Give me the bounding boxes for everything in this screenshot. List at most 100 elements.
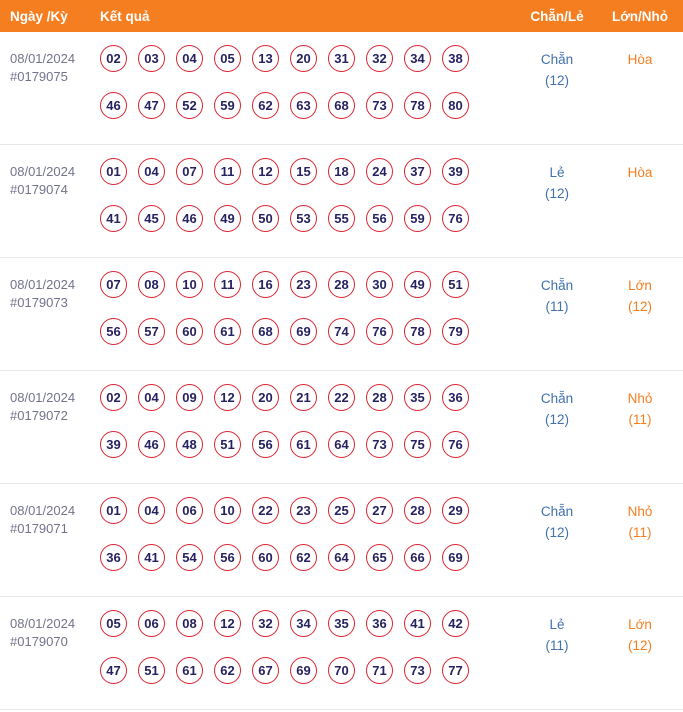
lottery-number-ball: 54 (176, 544, 203, 571)
lottery-number-ball: 46 (176, 205, 203, 232)
lottery-number-ball: 24 (366, 158, 393, 185)
lottery-number-ball: 22 (252, 497, 279, 524)
lottery-number-ball: 31 (328, 45, 355, 72)
date-cell: 08/01/2024 #0179070 (0, 610, 100, 709)
lottery-number-ball: 65 (366, 544, 393, 571)
lottery-number-ball: 10 (176, 271, 203, 298)
result-row: 08/01/2024 #0179070 05 06 08 12 32 34 35 36 41 42 47… (0, 597, 683, 710)
date-cell: 08/01/2024 #0179075 (0, 45, 100, 144)
lottery-number-ball: 23 (290, 497, 317, 524)
numbers-cell: 01 04 06 10 22 23 25 27 28 29 36 41 54 56 60 62 64 65 66 69 (100, 497, 517, 596)
row-date: 08/01/2024 (10, 164, 76, 179)
lottery-number-ball: 34 (404, 45, 431, 72)
lottery-number-ball: 11 (214, 158, 241, 185)
lottery-number-ball: 20 (290, 45, 317, 72)
numbers-cell: 05 06 08 12 32 34 35 36 41 42 47 51 61 62 67 69 70 71 73 77 (100, 610, 517, 709)
lottery-number-ball: 02 (100, 384, 127, 411)
lottery-number-ball: 04 (176, 45, 203, 72)
evenodd-cell: Lẻ (11) (517, 610, 597, 709)
lottery-number-ball: 34 (290, 610, 317, 637)
lottery-number-ball: 21 (290, 384, 317, 411)
numbers-line: 41 45 46 49 50 53 55 56 59 76 (100, 205, 517, 232)
evenodd-count: (11) (545, 299, 569, 314)
numbers-line: 39 46 48 51 56 61 64 73 75 76 (100, 431, 517, 458)
lottery-number-ball: 28 (366, 384, 393, 411)
lottery-number-ball: 78 (404, 318, 431, 345)
lottery-number-ball: 63 (290, 92, 317, 119)
row-date: 08/01/2024 (10, 277, 76, 292)
lottery-number-ball: 46 (100, 92, 127, 119)
numbers-line: 01 04 06 10 22 23 25 27 28 29 (100, 497, 517, 524)
numbers-cell: 07 08 10 11 16 23 28 30 49 51 56 57 60 61 68 69 74 76 78 79 (100, 271, 517, 370)
evenodd-cell: Lẻ (12) (517, 158, 597, 257)
lottery-number-ball: 05 (100, 610, 127, 637)
evenodd-count: (12) (544, 412, 569, 427)
lottery-number-ball: 06 (176, 497, 203, 524)
lottery-number-ball: 04 (138, 497, 165, 524)
evenodd-value: Chẵn (540, 504, 574, 519)
lottery-number-ball: 60 (252, 544, 279, 571)
lottery-number-ball: 32 (252, 610, 279, 637)
evenodd-cell: Chẵn (12) (517, 45, 597, 144)
bigsmall-value: Lớn (628, 278, 652, 293)
lottery-number-ball: 06 (138, 610, 165, 637)
numbers-line: 46 47 52 59 62 63 68 73 78 80 (100, 92, 517, 119)
lottery-number-ball: 37 (404, 158, 431, 185)
lottery-number-ball: 76 (442, 431, 469, 458)
lottery-number-ball: 01 (100, 497, 127, 524)
evenodd-count: (11) (545, 638, 569, 653)
lottery-number-ball: 41 (138, 544, 165, 571)
evenodd-count: (12) (544, 73, 569, 88)
date-cell: 08/01/2024 #0179071 (0, 497, 100, 596)
numbers-cell: 01 04 07 11 12 15 18 24 37 39 41 45 46 49 50 53 55 56 59 76 (100, 158, 517, 257)
evenodd-cell: Chẵn (11) (517, 271, 597, 370)
lottery-number-ball: 80 (442, 92, 469, 119)
bigsmall-count: (11) (628, 412, 652, 427)
lottery-number-ball: 46 (138, 431, 165, 458)
bigsmall-cell: Lớn (12) (597, 271, 683, 370)
row-date: 08/01/2024 (10, 616, 76, 631)
lottery-number-ball: 67 (252, 657, 279, 684)
lottery-number-ball: 09 (176, 384, 203, 411)
lottery-number-ball: 11 (214, 271, 241, 298)
lottery-number-ball: 41 (404, 610, 431, 637)
lottery-number-ball: 47 (100, 657, 127, 684)
lottery-number-ball: 68 (328, 92, 355, 119)
evenodd-value: Chẵn (540, 278, 574, 293)
lottery-number-ball: 64 (328, 431, 355, 458)
bigsmall-cell: Nhỏ (11) (597, 497, 683, 596)
lottery-number-ball: 50 (252, 205, 279, 232)
bigsmall-cell: Lớn (12) (597, 610, 683, 709)
lottery-number-ball: 56 (100, 318, 127, 345)
lottery-number-ball: 36 (100, 544, 127, 571)
row-draw-id: #0179072 (10, 408, 68, 423)
lottery-number-ball: 08 (176, 610, 203, 637)
header-col-date: Ngày /Kỳ (10, 8, 68, 24)
bigsmall-value: Lớn (628, 617, 652, 632)
numbers-cell: 02 03 04 05 13 20 31 32 34 38 46 47 52 59 62 63 68 73 78 80 (100, 45, 517, 144)
lottery-number-ball: 69 (442, 544, 469, 571)
lottery-number-ball: 71 (366, 657, 393, 684)
numbers-line: 56 57 60 61 68 69 74 76 78 79 (100, 318, 517, 345)
bigsmall-count: (11) (628, 525, 652, 540)
lottery-number-ball: 69 (290, 657, 317, 684)
lottery-number-ball: 39 (100, 431, 127, 458)
lottery-number-ball: 15 (290, 158, 317, 185)
lottery-number-ball: 41 (100, 205, 127, 232)
evenodd-cell: Chẵn (12) (517, 497, 597, 596)
date-cell: 08/01/2024 #0179074 (0, 158, 100, 257)
evenodd-value: Chẵn (540, 391, 574, 406)
lottery-number-ball: 23 (290, 271, 317, 298)
lottery-number-ball: 61 (176, 657, 203, 684)
lottery-number-ball: 05 (214, 45, 241, 72)
result-row: 08/01/2024 #0179075 02 03 04 05 13 20 31 32 34 38 46… (0, 32, 683, 145)
lottery-number-ball: 12 (214, 610, 241, 637)
numbers-cell: 02 04 09 12 20 21 22 28 35 36 39 46 48 51 56 61 64 73 75 76 (100, 384, 517, 483)
lottery-number-ball: 29 (442, 497, 469, 524)
numbers-line: 01 04 07 11 12 15 18 24 37 39 (100, 158, 517, 185)
lottery-number-ball: 08 (138, 271, 165, 298)
bigsmall-cell: Nhỏ (11) (597, 384, 683, 483)
lottery-number-ball: 25 (328, 497, 355, 524)
lottery-number-ball: 16 (252, 271, 279, 298)
